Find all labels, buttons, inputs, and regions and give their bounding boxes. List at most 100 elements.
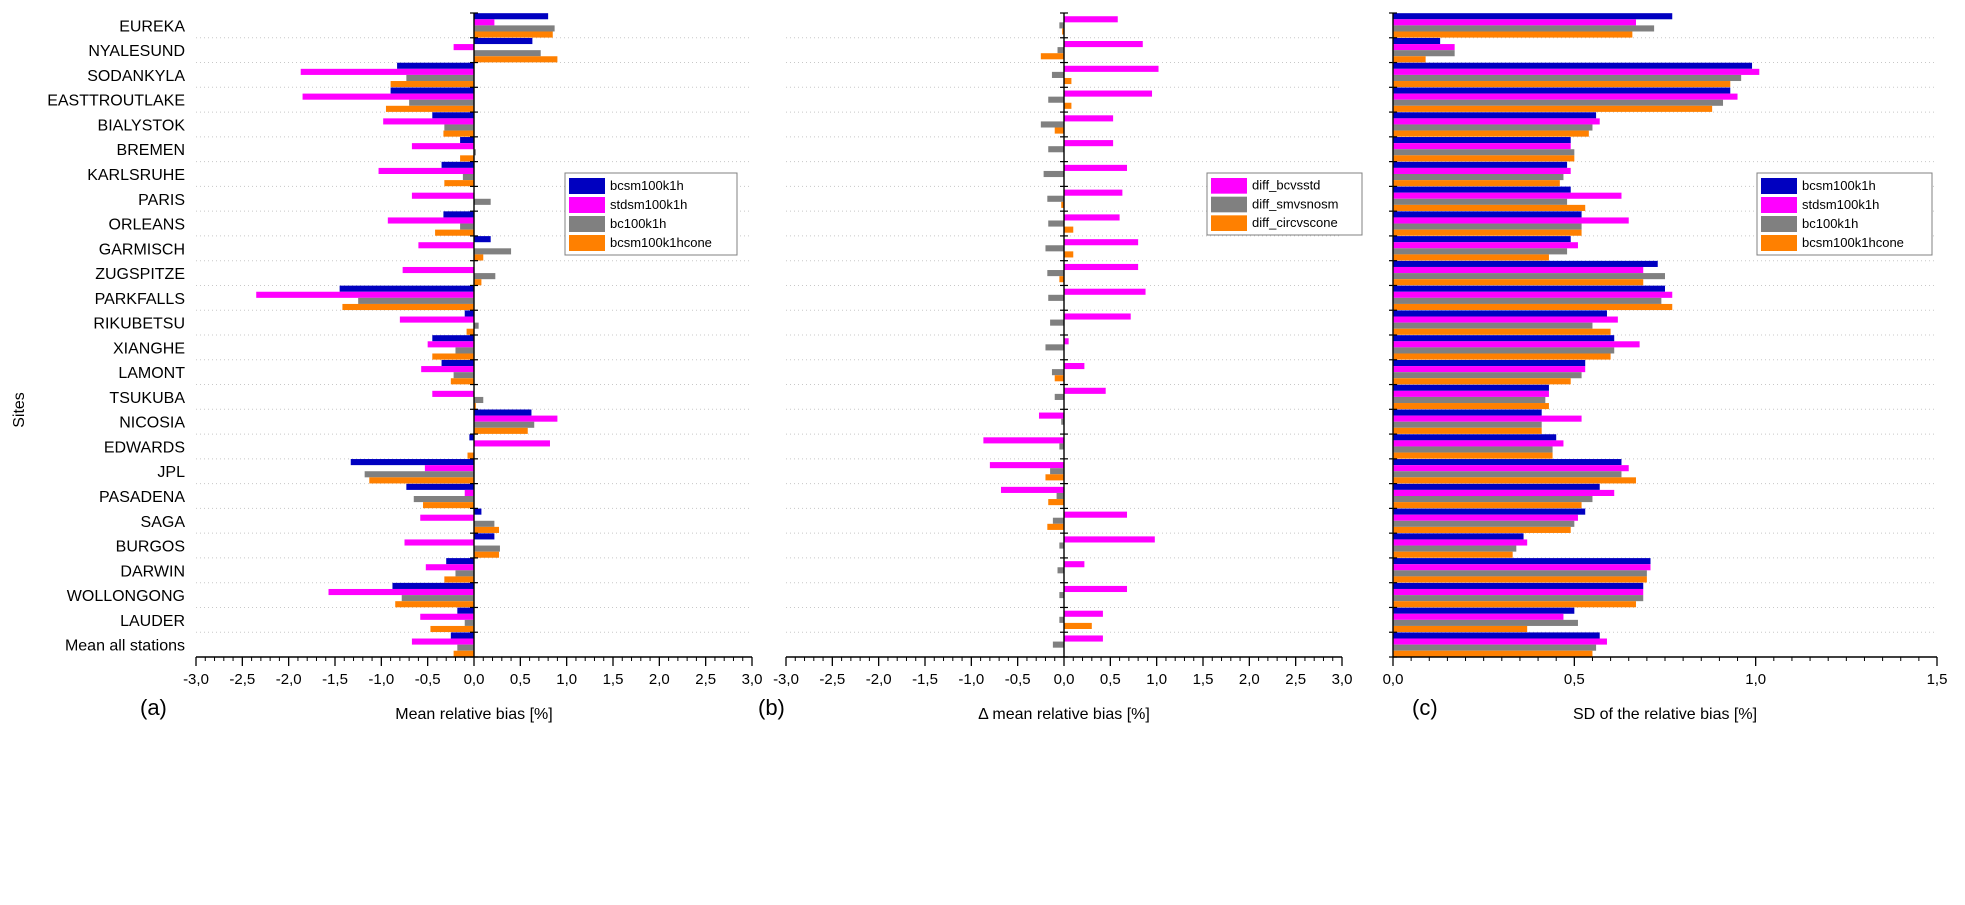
panel-a-bar-bcsm100k1hcone-zugspitze	[474, 279, 482, 286]
panel-b-bar-diff-smvsnosm-eureka	[1059, 22, 1064, 29]
panel-a-bar-bc100k1h-lauder	[464, 619, 474, 626]
panel-c-bar-bcsm100k1h-mean-all-stations	[1393, 632, 1600, 639]
panel-a-legend-swatch-bcsm100k1h	[569, 178, 605, 194]
panel-c-bar-bcsm100k1h-orleans	[1393, 211, 1582, 218]
panel-b-x-tick-label: 1,0	[1146, 671, 1167, 688]
panel-a-bar-bc100k1h-saga	[474, 520, 495, 527]
panel-b-bar-diff-circvscone-lamont	[1054, 375, 1064, 382]
panel-b-bar-diff-smvsnosm-lamont	[1051, 369, 1064, 376]
panel-a-bar-bcsm100k1h-easttroutlake	[390, 87, 474, 94]
panel-c-bar-bc100k1h-lauder	[1393, 619, 1578, 626]
panel-a-bar-bcsm100k1hcone-edwards	[467, 452, 474, 459]
panel-b-bar-diff-bcvsstd-rikubetsu	[1064, 313, 1131, 320]
panel-b-bar-diff-bcvsstd-orleans	[1064, 214, 1120, 221]
panel-c-bar-bc100k1h-garmisch	[1393, 248, 1568, 255]
site-label-karlsruhe: KARLSRUHE	[87, 167, 185, 184]
panel-a-bar-bcsm100k1hcone-orleans	[435, 229, 474, 236]
panel-c-bar-bc100k1h-rikubetsu	[1393, 322, 1593, 329]
site-label-easttroutlake: EASTTROUTLAKE	[47, 93, 185, 110]
panel-letter-b: (b)	[758, 695, 785, 720]
panel-b-x-tick-label: 3,0	[1332, 671, 1353, 688]
site-label-xianghe: XIANGHE	[113, 340, 185, 357]
panel-b-x-tick-label: -1,5	[912, 671, 938, 688]
panel-a-legend-label-bcsm100k1h: bcsm100k1h	[610, 178, 684, 193]
panel-c-bar-bc100k1h-parkfalls	[1393, 297, 1662, 304]
panel-a-bar-bcsm100k1h-wollongong	[392, 582, 474, 589]
panel-a-bar-bcsm100k1hcone-bremen	[460, 155, 474, 162]
panel-c-bar-stdsm100k1h-bialystok	[1393, 118, 1600, 125]
panel-c-bar-bcsm100k1h-lamont	[1393, 359, 1586, 367]
panel-c-bar-bc100k1h-bialystok	[1393, 124, 1593, 131]
panel-c-bar-bcsm100k1hcone-bremen	[1393, 155, 1575, 162]
panel-c-bar-bcsm100k1hcone-paris	[1393, 204, 1586, 211]
panel-c-bar-stdsm100k1h-jpl	[1393, 465, 1629, 472]
panel-c-bar-bcsm100k1h-garmisch	[1393, 236, 1571, 243]
panel-c-legend-label-bc100k1h: bc100k1h	[1802, 216, 1858, 231]
panel-a-bar-bc100k1h-parkfalls	[358, 297, 474, 304]
site-label-bremen: BREMEN	[117, 142, 185, 159]
panel-b-bar-diff-bcvsstd-lauder	[1064, 610, 1103, 617]
panel-a-bar-bcsm100k1h-eureka	[474, 13, 549, 20]
panel-c-bar-bc100k1h-pasadena	[1393, 496, 1593, 503]
panel-a-bar-stdsm100k1h-karlsruhe	[378, 167, 474, 174]
panel-b-bar-diff-smvsnosm-nyalesund	[1057, 47, 1064, 54]
panel-a-bar-bcsm100k1h-nicosia	[474, 409, 532, 416]
panel-b-bar-diff-smvsnosm-rikubetsu	[1050, 319, 1064, 326]
panel-a-x-tick-label: 1,0	[556, 671, 577, 688]
panel-a-bar-bcsm100k1h-saga	[474, 508, 482, 515]
panel-b-bar-diff-bcvsstd-bialystok	[1064, 115, 1114, 122]
panel-c-bar-bc100k1h-darwin	[1393, 570, 1647, 577]
site-label-paris: PARIS	[138, 192, 185, 209]
panel-b-bar-diff-circvscone-paris	[1061, 201, 1064, 208]
site-label-sodankyla: SODANKYLA	[87, 68, 185, 85]
panel-a-bar-bcsm100k1h-nyalesund	[474, 37, 533, 45]
panel-c-bar-bc100k1h-saga	[1393, 520, 1575, 527]
site-label-mean-all-stations: Mean all stations	[65, 638, 185, 655]
panel-c-bar-bcsm100k1h-tsukuba	[1393, 384, 1549, 391]
panel-b-bar-diff-bcvsstd-parkfalls	[1064, 288, 1146, 295]
panel-c-bar-bcsm100k1hcone-eureka	[1393, 31, 1633, 38]
panel-a-legend-swatch-bcsm100k1hcone	[569, 235, 605, 251]
panel-a-bar-bcsm100k1h-mean-all-stations	[450, 632, 474, 639]
site-label-nicosia: NICOSIA	[119, 415, 185, 432]
panel-a-bar-bcsm100k1h-bremen	[460, 137, 474, 144]
site-label-garmisch: GARMISCH	[99, 241, 185, 258]
panel-a-bar-bcsm100k1h-rikubetsu	[464, 310, 474, 317]
panel-c-bar-bcsm100k1hcone-pasadena	[1393, 502, 1582, 509]
panel-a-bar-bc100k1h-lamont	[453, 372, 474, 379]
panel-b-bar-diff-bcvsstd-paris	[1064, 189, 1123, 196]
panel-a-x-tick-label: -3,0	[183, 671, 209, 688]
panel-a-bar-stdsm100k1h-parkfalls	[256, 291, 474, 298]
panel-b-bar-diff-smvsnosm-edwards	[1059, 443, 1064, 450]
panel-c-x-tick-label: 1,5	[1927, 671, 1948, 688]
panel-c-bar-stdsm100k1h-wollongong	[1393, 588, 1644, 596]
panel-b-bar-diff-smvsnosm-saga	[1052, 517, 1064, 524]
legend-layer: bcsm100k1h stdsm100k1h bc100k1h bcsm100k1hc…	[564, 172, 1933, 256]
panel-b-bar-diff-circvscone-zugspitze	[1059, 276, 1064, 283]
panel-c-bar-bcsm100k1h-xianghe	[1393, 335, 1615, 342]
panel-b-bar-diff-bcvsstd-wollongong	[1064, 585, 1128, 593]
panel-b-bar-diff-bcvsstd-karlsruhe	[1064, 164, 1128, 171]
panel-letter-a: (a)	[140, 695, 167, 720]
panel-a-bar-stdsm100k1h-saga	[420, 514, 474, 521]
panel-c-bar-stdsm100k1h-nyalesund	[1393, 44, 1455, 51]
panel-a-bar-bcsm100k1hcone-tsukuba	[474, 403, 476, 410]
panel-c-bar-bc100k1h-wollongong	[1393, 595, 1644, 602]
panel-a-bar-stdsm100k1h-lamont	[421, 366, 474, 373]
panel-b-bar-diff-bcvsstd-eureka	[1064, 16, 1118, 23]
panel-b-bar-diff-smvsnosm-lauder	[1059, 616, 1064, 623]
panel-b-bar-diff-bcvsstd-xianghe	[1064, 338, 1069, 345]
panel-c-legend-label-bcsm100k1hcone: bcsm100k1hcone	[1802, 235, 1904, 250]
panel-c-bar-stdsm100k1h-rikubetsu	[1393, 316, 1618, 323]
panel-c-bar-bcsm100k1h-parkfalls	[1393, 285, 1665, 292]
panel-b-bar-diff-smvsnosm-karlsruhe	[1043, 170, 1064, 178]
panel-c-bar-stdsm100k1h-easttroutlake	[1393, 93, 1738, 100]
panel-b-bar-diff-smvsnosm-jpl	[1050, 468, 1064, 475]
panel-b-bar-diff-bcvsstd-lamont	[1064, 363, 1085, 370]
panel-a-bar-bc100k1h-paris	[474, 198, 491, 205]
panel-b-bar-diff-circvscone-pasadena	[1048, 499, 1064, 506]
panel-c-x-tick-label: 0,0	[1383, 671, 1404, 688]
panel-b-x-tick-label: -0,5	[1005, 671, 1031, 688]
panel-b-x-tick-label: -2,0	[866, 671, 892, 688]
